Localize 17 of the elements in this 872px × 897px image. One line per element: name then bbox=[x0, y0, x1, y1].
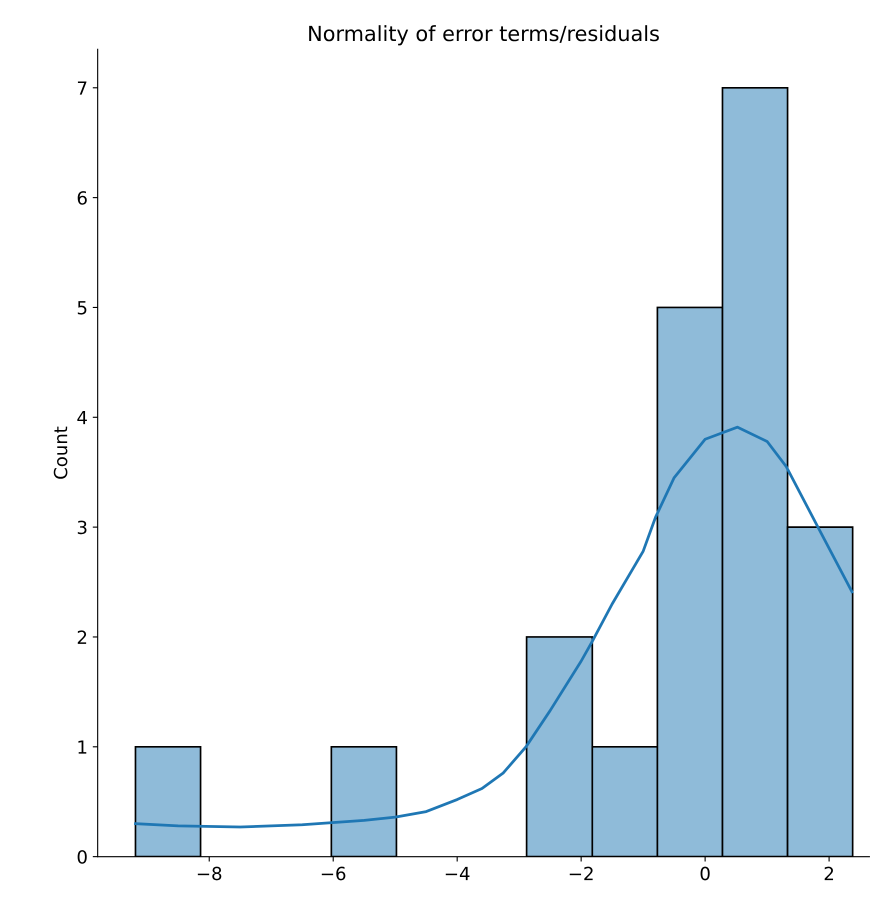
x-tick-label: −8 bbox=[198, 866, 222, 880]
x-tick-label: −6 bbox=[322, 866, 346, 880]
y-axis-title: Count bbox=[54, 426, 68, 479]
y-tick-label: 0 bbox=[78, 850, 87, 864]
x-tick-label: −4 bbox=[446, 866, 470, 880]
y-tick-label: 6 bbox=[78, 191, 87, 205]
x-tick-label: 0 bbox=[700, 866, 710, 880]
y-tick-label: 4 bbox=[77, 410, 87, 424]
y-tick-label: 2 bbox=[78, 630, 86, 644]
y-tick-label: 3 bbox=[78, 520, 86, 534]
y-tick-label: 7 bbox=[78, 81, 86, 95]
line-series bbox=[134, 426, 854, 828]
x-tick-label: −2 bbox=[570, 866, 593, 880]
chart-title: Normality of error terms/residuals bbox=[309, 25, 659, 46]
y-tick-label: 1 bbox=[78, 740, 86, 754]
y-tick-label: 5 bbox=[78, 301, 86, 315]
x-tick-label: 2 bbox=[824, 866, 834, 880]
